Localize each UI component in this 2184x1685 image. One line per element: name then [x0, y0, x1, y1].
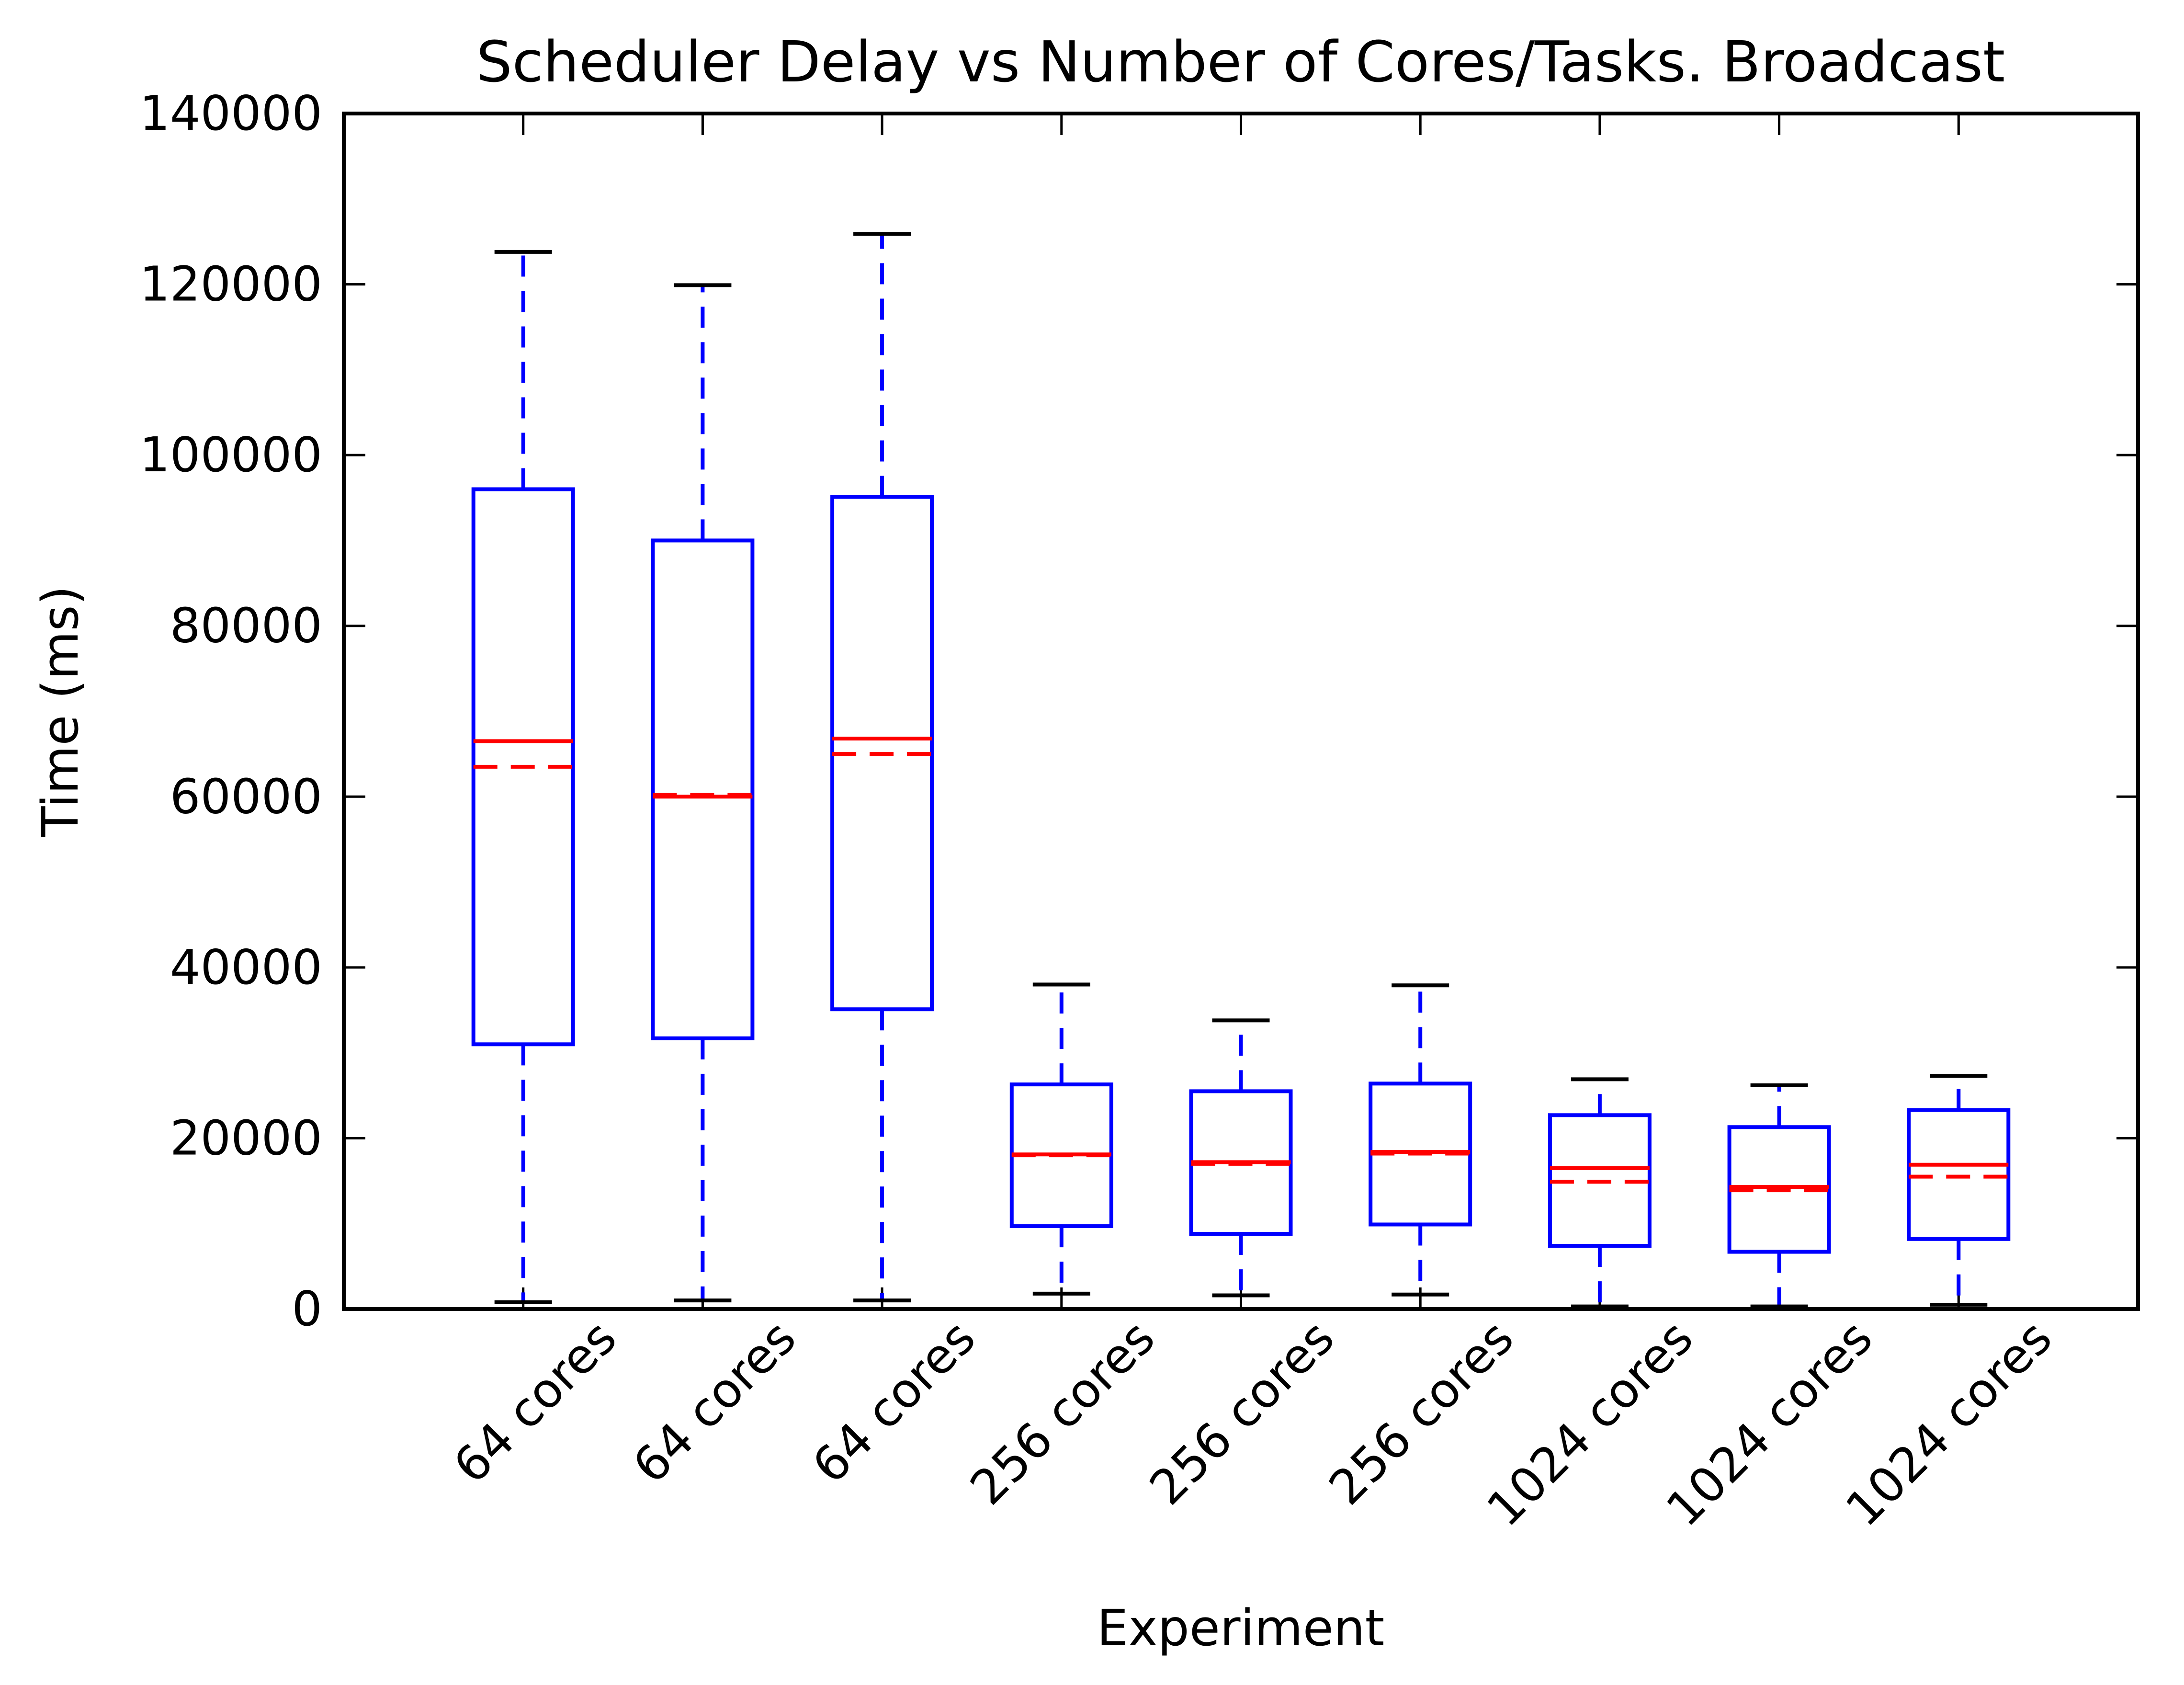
chart-title: Scheduler Delay vs Number of Cores/Tasks… [476, 29, 2005, 95]
box-item [1907, 1074, 2011, 1307]
y-tick-label: 80000 [170, 598, 322, 654]
y-tick-label: 140000 [139, 85, 322, 141]
box-item [471, 250, 575, 1304]
y-axis-ticks: 0 20000 40000 60000 80000 100000 120000 140000 [139, 85, 2138, 1337]
box-item [1009, 982, 1113, 1296]
box-series [471, 232, 2011, 1309]
y-tick-label: 120000 [139, 256, 322, 312]
box-item [1189, 1018, 1293, 1298]
y-tick-label: 100000 [139, 427, 322, 483]
y-tick-label: 20000 [170, 1110, 322, 1166]
y-axis-label: Time (ms) [31, 586, 90, 837]
box-item [1548, 1077, 1652, 1309]
y-tick-label: 60000 [170, 768, 322, 824]
box-item [1727, 1083, 1831, 1309]
iqr-box [1907, 1108, 2011, 1241]
y-tick-label: 0 [292, 1281, 322, 1337]
box-item [830, 232, 934, 1303]
x-axis-label: Experiment [1097, 1599, 1385, 1657]
y-tick-label: 40000 [170, 939, 322, 995]
iqr-box [651, 538, 755, 1040]
plot-frame [342, 112, 2140, 1311]
box-item [651, 283, 755, 1303]
box-item [1369, 983, 1472, 1297]
